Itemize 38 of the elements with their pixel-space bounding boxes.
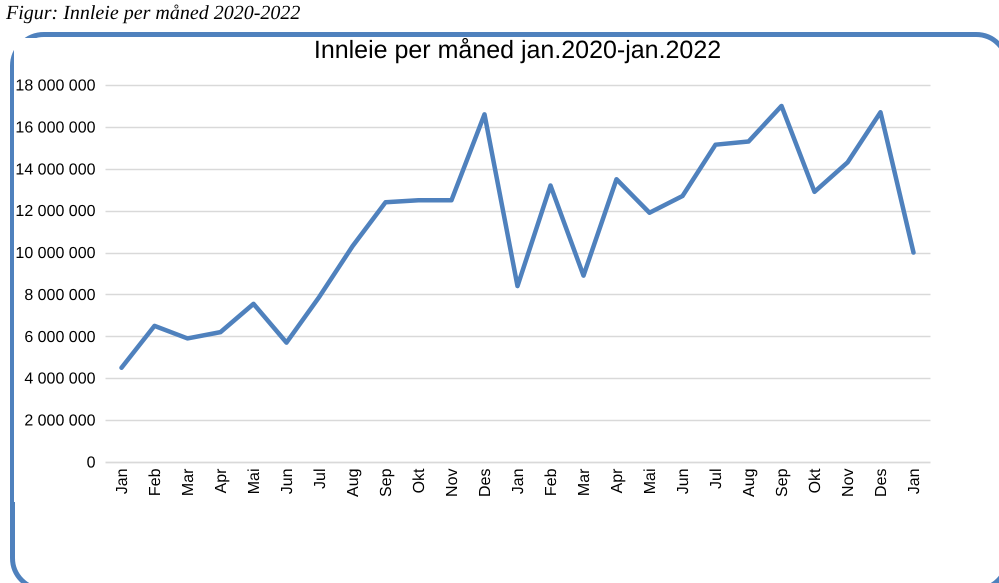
y-tick-label: 10 000 000 (15, 245, 96, 262)
x-tick-label: Apr (213, 468, 230, 494)
line-series (119, 104, 916, 370)
y-tick-label: 4 000 000 (24, 370, 96, 388)
y-tick-label: 18 000 000 (15, 78, 96, 94)
x-tick-label: Nov (840, 468, 857, 497)
x-tick-label: Feb (543, 468, 560, 496)
x-tick-label: Mar (576, 468, 593, 496)
text: Figur: Innleie per måned 2020-2022 (6, 2, 300, 25)
x-tick-label: Jul (708, 468, 725, 489)
x-tick-label: Mai (642, 468, 659, 494)
x-tick-label: Okt (411, 468, 428, 494)
x-tick-label: Jan (906, 468, 923, 494)
x-tick-label: Sep (774, 468, 791, 497)
x-tick-label: Mai (246, 468, 263, 494)
x-tick-label: Des (873, 468, 890, 497)
x-tick-label: Jan (114, 468, 131, 494)
x-tick-label: Jan (510, 468, 527, 494)
y-tick-label: 12 000 000 (15, 203, 96, 220)
x-tick-label: Apr (609, 468, 626, 494)
x-tick-label: Sep (378, 468, 395, 497)
y-tick-label: 6 000 000 (24, 328, 96, 346)
x-tick-label: Aug (345, 468, 362, 497)
x-tick-label: Jun (675, 468, 692, 494)
y-tick-label: 8 000 000 (24, 286, 96, 304)
x-tick-label: Aug (741, 468, 758, 497)
x-tick-label: Jun (279, 468, 296, 494)
y-tick-label: 14 000 000 (15, 161, 96, 178)
x-tick-label: Feb (147, 468, 164, 496)
x-tick-label: Okt (807, 468, 824, 494)
chart-title: Innleie per måned jan.2020-jan.2022 (314, 36, 722, 64)
x-tick-label: Des (477, 468, 494, 497)
x-tick-label: Jul (312, 468, 329, 489)
y-tick-label: 2 000 000 (24, 412, 96, 430)
y-tick-label: 16 000 000 (15, 119, 96, 136)
x-tick-label: Nov (444, 468, 461, 497)
y-tick-label: 0 (86, 454, 96, 472)
x-tick-label: Mar (180, 468, 197, 496)
